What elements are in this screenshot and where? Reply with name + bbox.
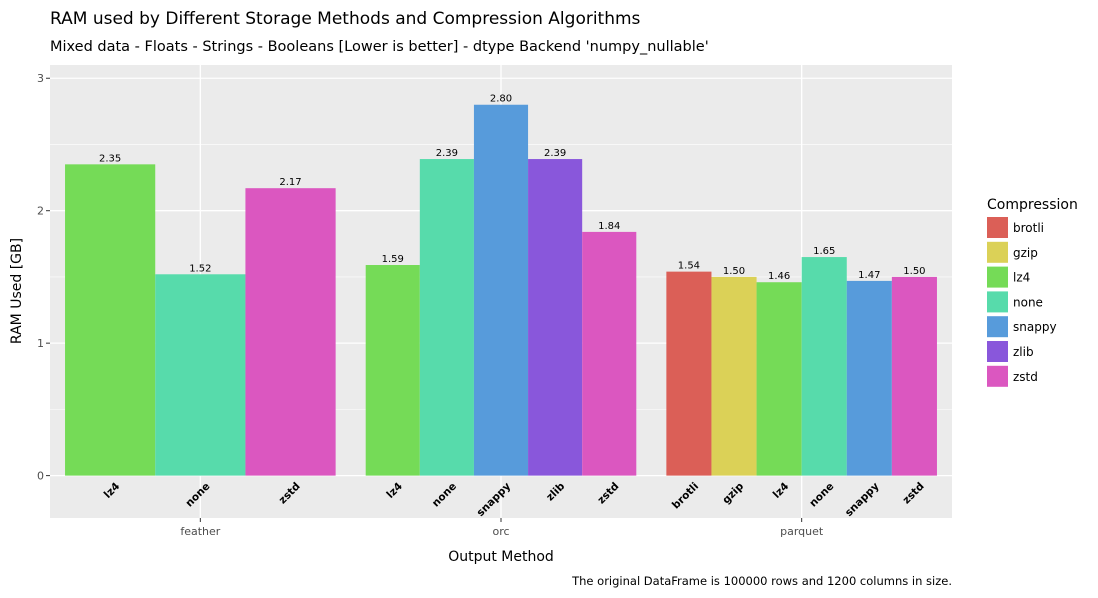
y-axis-title: RAM Used [GB] <box>9 238 25 344</box>
bar-orc-zlib <box>528 159 583 476</box>
bar-orc-snappy <box>473 104 529 476</box>
legend-label-none: none <box>1013 295 1043 309</box>
data-label: 1.50 <box>903 266 925 277</box>
data-label: 1.84 <box>598 221 620 232</box>
chart-title: RAM used by Different Storage Methods an… <box>50 9 641 29</box>
legend-label-zlib: zlib <box>1013 345 1034 359</box>
legend-swatch-none <box>987 291 1008 313</box>
bar-feather-none <box>155 274 246 476</box>
legend-label-zstd: zstd <box>1013 370 1038 384</box>
bar-feather-lz4 <box>65 164 156 476</box>
data-label: 1.50 <box>723 266 745 277</box>
data-label: 1.65 <box>813 246 835 257</box>
data-label: 2.17 <box>279 177 301 188</box>
y-axis: 0 1 2 3 <box>37 72 50 483</box>
bar-orc-zstd <box>582 231 637 476</box>
bar-orc-lz4 <box>365 265 420 476</box>
bar-parquet-snappy <box>846 280 892 476</box>
bar-parquet-lz4 <box>756 282 802 476</box>
y-tick-label: 0 <box>37 470 44 483</box>
legend-label-brotli: brotli <box>1013 221 1044 235</box>
chart-caption: The original DataFrame is 100000 rows an… <box>571 574 952 588</box>
data-label: 1.52 <box>189 263 211 274</box>
x-group-label: feather <box>180 525 220 538</box>
legend-title: Compression <box>987 197 1078 213</box>
data-label: 2.39 <box>436 148 458 159</box>
legend-label-gzip: gzip <box>1013 246 1038 260</box>
y-tick-label: 2 <box>37 205 44 218</box>
x-group-label: orc <box>492 525 509 538</box>
data-label: 1.47 <box>858 270 880 281</box>
bar-parquet-zstd <box>891 276 937 476</box>
legend-swatch-snappy <box>987 316 1008 338</box>
bar-parquet-gzip <box>711 276 757 476</box>
chart-subtitle: Mixed data - Floats - Strings - Booleans… <box>50 39 709 55</box>
bar-parquet-none <box>801 257 847 476</box>
legend: Compression brotli gzip lz4 none snappy zlib z… <box>987 197 1078 387</box>
data-label: 1.54 <box>678 261 700 272</box>
data-label: 1.59 <box>382 254 404 265</box>
x-axis: feather orc parquet <box>180 518 824 538</box>
x-group-label: parquet <box>780 525 824 538</box>
bars <box>65 104 937 476</box>
bar-orc-none <box>419 159 474 476</box>
bar-parquet-brotli <box>666 271 712 476</box>
data-label: 2.80 <box>490 94 512 105</box>
y-tick-label: 3 <box>37 72 44 85</box>
legend-label-snappy: snappy <box>1013 320 1057 334</box>
legend-swatch-zstd <box>987 365 1008 387</box>
bar-feather-zstd <box>245 188 336 476</box>
legend-swatch-lz4 <box>987 266 1008 288</box>
legend-swatch-zlib <box>987 341 1008 362</box>
data-label: 2.39 <box>544 148 566 159</box>
data-label: 1.46 <box>768 271 790 282</box>
legend-label-lz4: lz4 <box>1013 271 1030 285</box>
x-axis-title: Output Method <box>448 549 554 565</box>
y-tick-label: 1 <box>37 337 44 350</box>
legend-swatch-gzip <box>987 241 1008 263</box>
data-label: 2.35 <box>99 153 121 164</box>
legend-swatch-brotli <box>987 217 1008 238</box>
